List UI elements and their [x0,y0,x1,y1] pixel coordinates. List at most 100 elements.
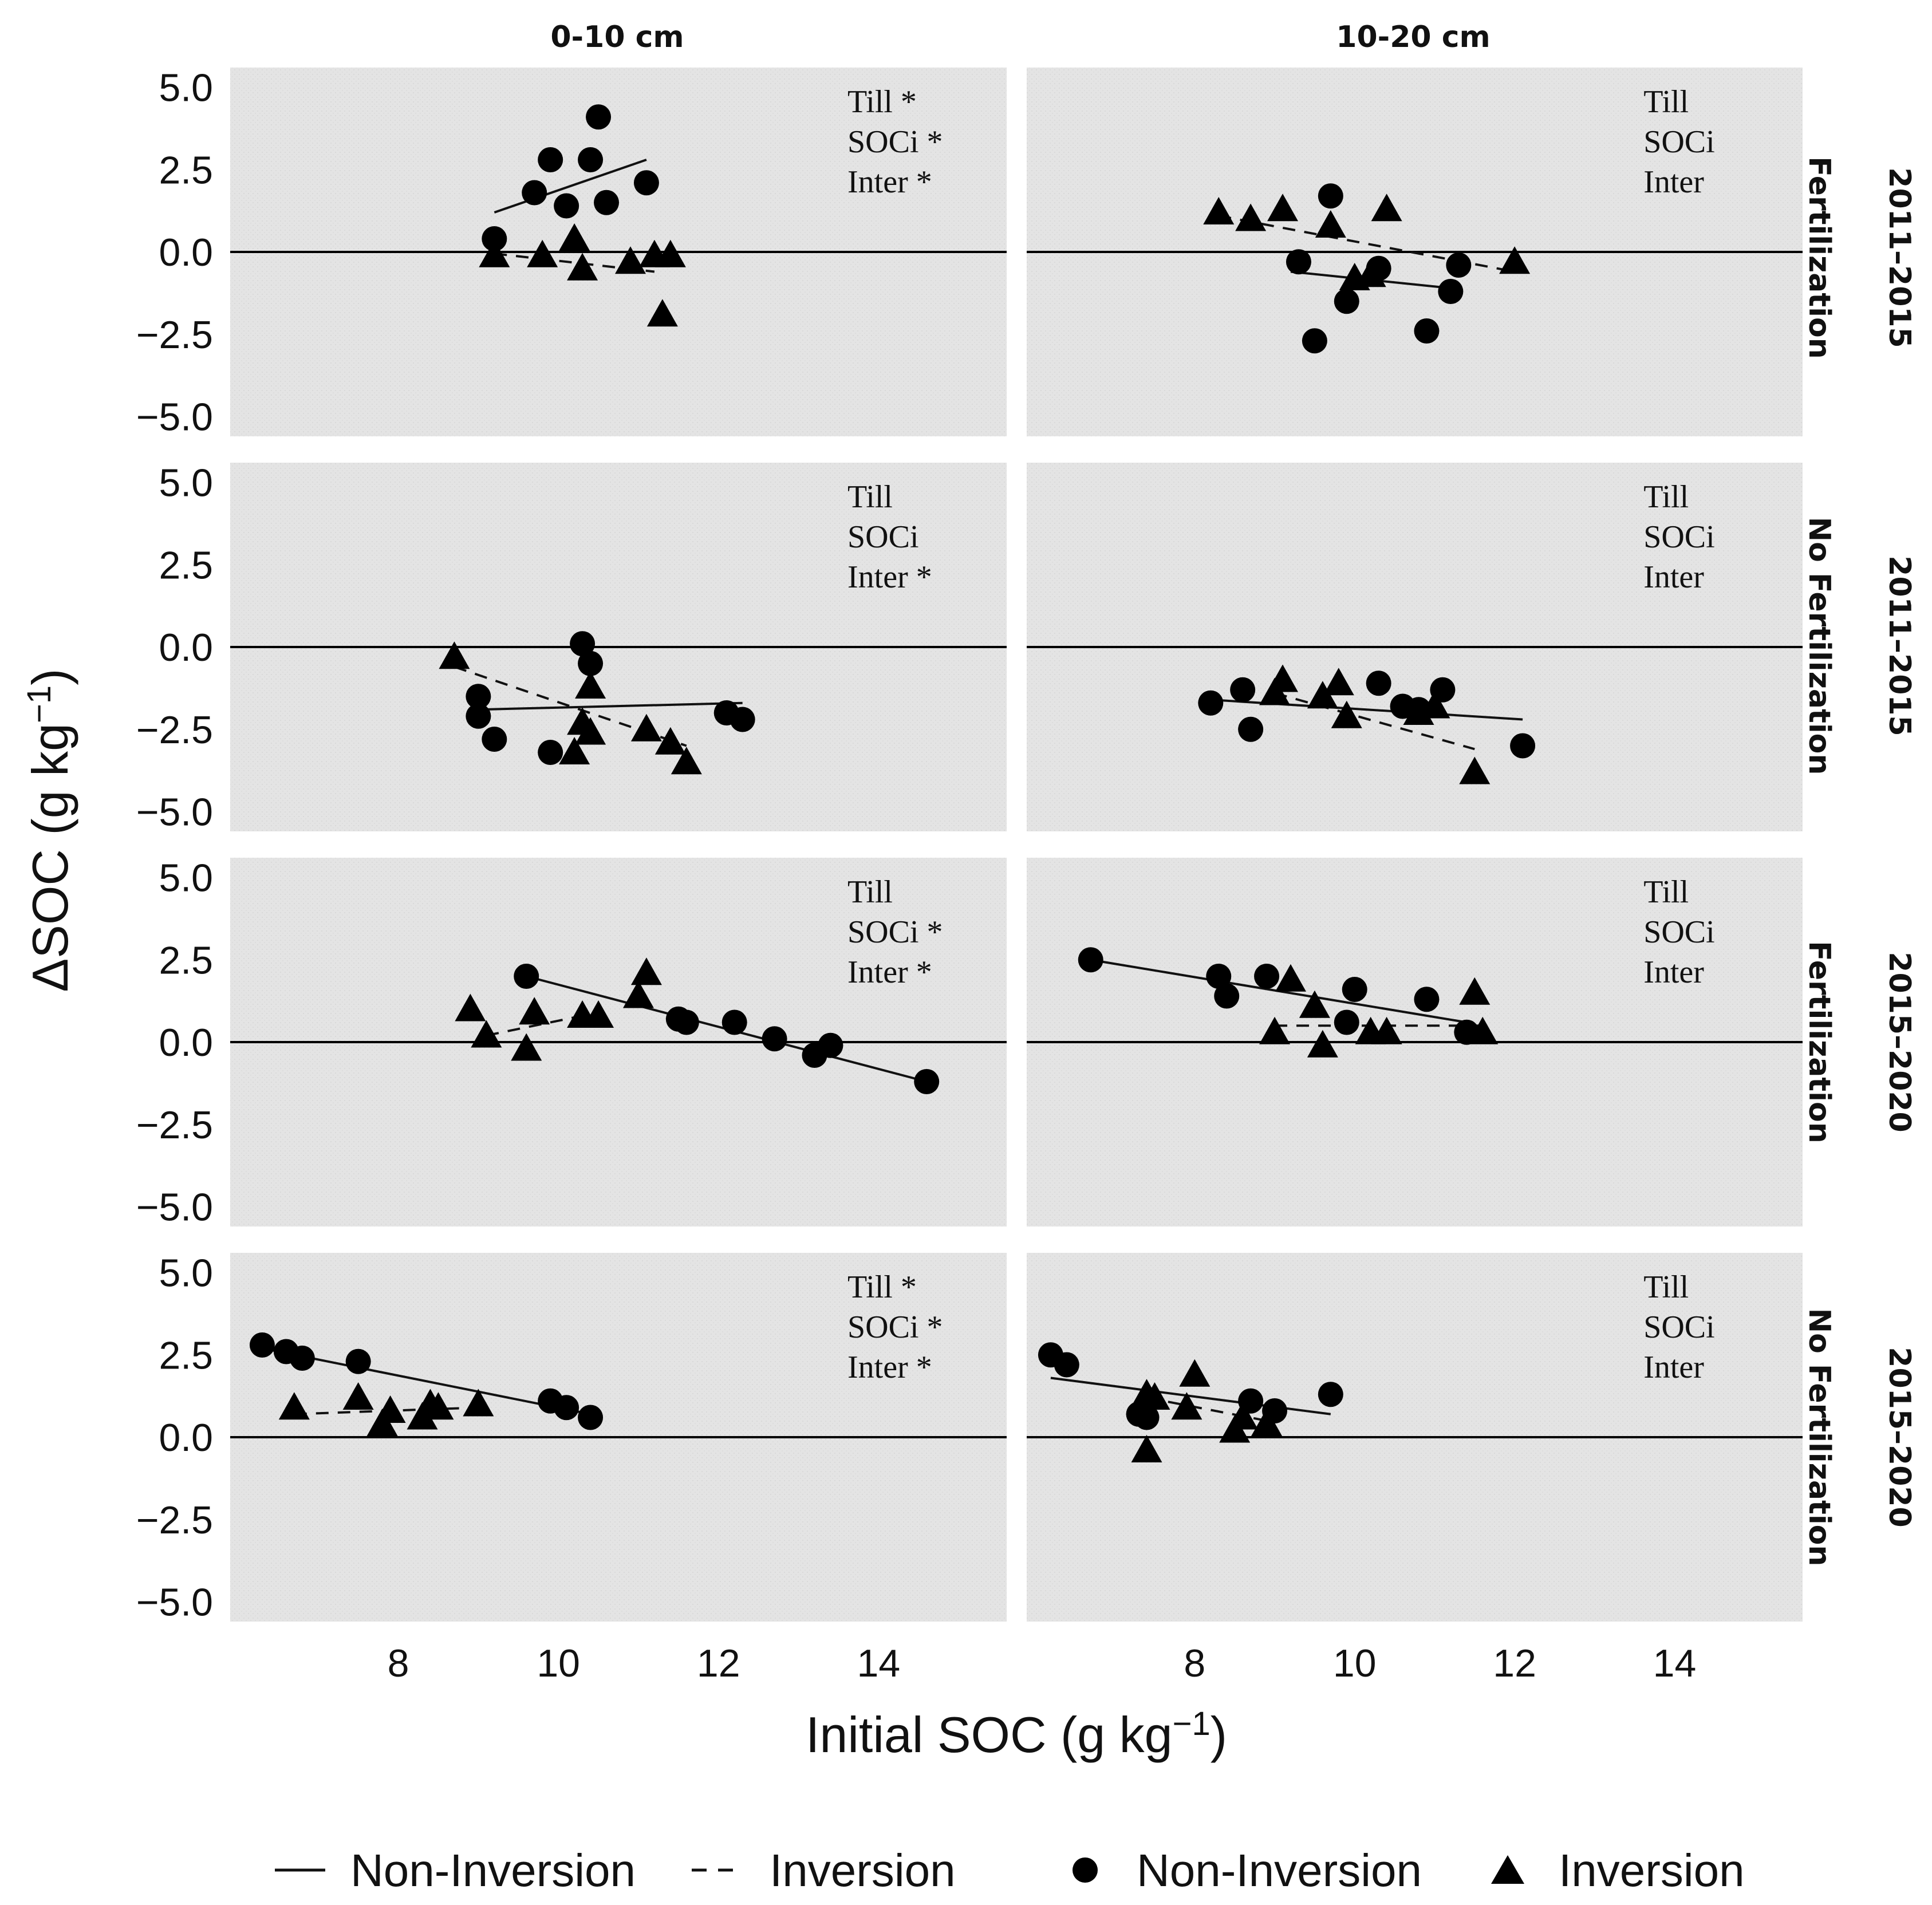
inversion-point [1267,664,1299,692]
y-tick-label: −2.5 [136,313,213,357]
inversion-point [567,253,598,281]
row-label-4: 2015–2020 No Fertilization [1802,1308,1917,1567]
inversion-point [671,747,702,775]
non-inversion-point [1078,947,1103,973]
non-inversion-point [482,226,507,251]
non-inversion-point [538,147,563,172]
y-tick-label: 5.0 [159,1252,213,1295]
x-axis-title-end: ) [1211,1706,1227,1763]
panel-annotation: Inter [1643,559,1704,595]
non-inversion-point [522,180,547,206]
inversion-point [1179,1359,1211,1387]
inversion-point [1235,203,1267,231]
panel-annotation: Till [1643,479,1689,515]
non-inversion-point [673,1009,699,1035]
inversion-point [455,993,486,1021]
col-label-0-10cm: 0-10 cm [550,20,684,54]
legend: Non-Inversion Inversion Non-Inversion In… [275,1845,1745,1896]
non-inversion-point [762,1026,787,1052]
non-inversion-point [730,707,755,732]
inversion-point [1355,259,1386,287]
non-inversion-point [1334,1009,1359,1035]
y-tick-label: 2.5 [159,1334,213,1377]
y-axis-title-sup: −1 [21,685,58,723]
inversion-point [1307,681,1338,709]
inversion-point [423,1392,454,1420]
non-inversion-point [594,190,620,215]
inversion-point [1331,700,1362,728]
row-label-3: 2015–2020 Fertilization [1802,941,1917,1143]
inversion-point [1315,210,1346,238]
non-inversion-point [289,1346,315,1371]
y-tick-label: 5.0 [159,857,213,900]
inversion-point [646,299,678,327]
inversion-point [1371,194,1402,222]
panel-annotation: Till [1643,84,1689,120]
y-tick-label: −5.0 [136,1581,213,1624]
y-tick-label: −2.5 [136,1498,213,1542]
row-label-4-period: 2015–2020 [1882,1347,1917,1527]
row-label-3-treatment: Fertilization [1802,941,1836,1143]
non-inversion-point [1054,1352,1079,1378]
non-inversion-point [1342,977,1367,1002]
x-axis-title-sup: −1 [1173,1705,1211,1742]
panel-annotation: Inter * [847,164,932,200]
col-label-10-20cm: 10-20 cm [1336,20,1490,54]
inversion-point [519,997,550,1025]
inversion-point [575,671,606,699]
y-tick-label: 5.0 [159,66,213,110]
y-tick-label: 0.0 [159,1021,213,1064]
inversion-point [622,980,654,1008]
non-inversion-point [1334,289,1359,314]
non-inversion-point [1230,677,1256,703]
non-inversion-point [1214,983,1240,1009]
inversion-point [614,246,646,274]
inversion-point [1251,1409,1283,1436]
inversion-point [1171,1392,1202,1420]
non-inversion-point [1438,279,1464,304]
non-inversion-fit-line [262,1347,591,1415]
non-inversion-point [914,1069,940,1094]
non-inversion-point [466,703,491,729]
non-inversion-fit-line [494,159,647,214]
inversion-point [471,1020,502,1048]
y-tick-label: 2.5 [159,938,213,982]
panel-annotation: Inter * [847,559,932,595]
panel-1-1: 5.0 2.5 0.0 −2.5 −5.0 Till * SOCi * Inter * [136,66,1007,439]
inversion-point [1203,197,1235,224]
y-axis-title: ΔSOC (g kg−1) [21,668,78,992]
panel-annotation: Till * [847,84,917,120]
inversion-point [1267,194,1299,222]
row-label-2-treatment: No Fertilization [1802,517,1836,775]
inversion-point [575,717,606,745]
y-tick-label: −5.0 [136,396,213,439]
non-inversion-point [482,727,507,752]
panel-annotation: Till [1643,874,1689,910]
inversion-point [583,1000,614,1028]
x-axis-title-main: Initial SOC (g kg [806,1706,1173,1763]
panel-annotation: Till * [847,1269,917,1305]
non-inversion-point [1446,253,1472,278]
inversion-point [342,1382,374,1410]
panel-annotation: Inter [1643,955,1704,990]
non-inversion-point [1254,964,1280,989]
non-inversion-point [633,170,659,196]
non-inversion-point [1414,987,1440,1012]
non-inversion-point [1238,716,1264,742]
x-tick-label: 14 [857,1642,901,1685]
y-tick-label: 0.0 [159,231,213,274]
non-inversion-point [345,1348,371,1374]
non-inversion-point [249,1332,275,1358]
panel-4-2: 8 10 12 14 Till SOCi Inter [1027,1253,1803,1685]
panel-annotation: Inter * [847,1350,932,1385]
panel-annotation: SOCi [847,519,919,555]
non-inversion-point [1134,1405,1160,1430]
x-tick-label: 12 [697,1642,740,1685]
panel-annotation: SOCi * [847,914,943,950]
legend-dashed-line-label: Inversion [770,1845,956,1896]
legend-triangle-label: Inversion [1559,1845,1745,1896]
inversion-point [527,239,558,267]
panel-grid: 5.0 2.5 0.0 −2.5 −5.0 Till * SOCi * Inter * Till… [136,66,1803,1685]
inversion-point [1275,964,1306,992]
row-label-2-period: 2011–2015 [1882,555,1917,736]
